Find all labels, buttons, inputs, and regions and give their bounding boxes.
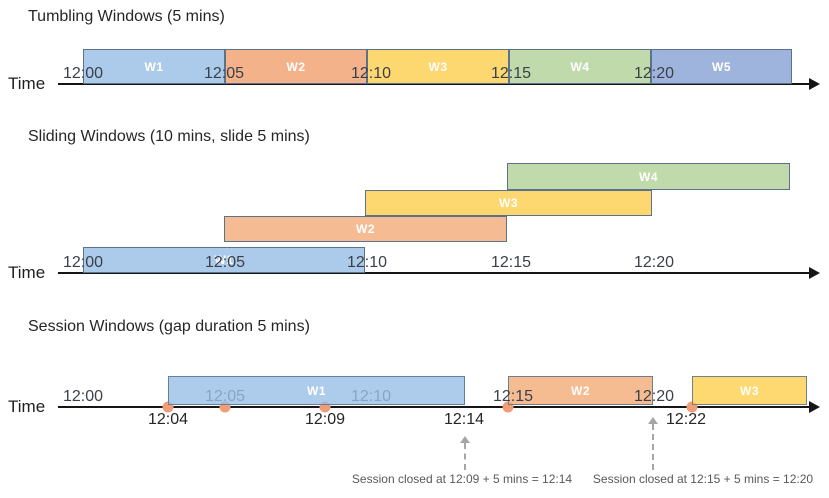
axis-tick-label: 12:20 <box>633 388 675 405</box>
time-axis-label: Time <box>8 397 46 416</box>
axis-tick-label: 12:05 <box>204 254 246 271</box>
axis-tick-label: 12:10 <box>350 388 392 405</box>
window-w3: W3 <box>365 190 652 216</box>
event-time-label: 12:14 <box>443 411 485 428</box>
window-w3: W3 <box>692 376 807 405</box>
diagram-title: Session Windows (gap duration 5 mins) <box>28 318 310 335</box>
event-dot <box>502 401 514 413</box>
time-axis <box>58 83 810 85</box>
window-label: W2 <box>356 222 375 236</box>
window-w4: W4 <box>507 163 790 190</box>
window-w3: W3 <box>367 49 509 84</box>
event-time-label: 12:09 <box>304 411 346 428</box>
callout-dashed-line <box>464 443 466 470</box>
time-axis <box>58 272 810 274</box>
event-time-label: 12:04 <box>147 411 189 428</box>
window-w1: W1 <box>168 376 465 405</box>
window-label: W5 <box>712 59 731 74</box>
event-dot <box>686 401 698 413</box>
axis-tick-label: 12:15 <box>492 388 534 405</box>
event-time-label: 12:22 <box>665 411 707 428</box>
window-w4: W4 <box>509 49 651 84</box>
window-w1: W1 <box>83 49 225 84</box>
session-closed-annotation: Session closed at 12:15 + 5 mins = 12:20 <box>592 472 814 486</box>
window-label: W4 <box>639 169 658 184</box>
axis-tick-label: 12:15 <box>490 254 532 271</box>
axis-tick-label: 12:10 <box>350 65 392 82</box>
callout-arrowhead-icon <box>648 417 658 424</box>
window-label: W1 <box>144 59 164 74</box>
time-axis-label: Time <box>8 74 46 93</box>
axis-tick-label: 12:20 <box>633 65 675 82</box>
time-axis-label: Time <box>8 263 46 282</box>
axis-arrowhead-icon <box>809 267 820 279</box>
axis-tick-label: 12:20 <box>633 254 675 271</box>
window-label: W3 <box>740 383 759 398</box>
axis-tick-label: 12:00 <box>62 65 104 82</box>
window-w5: W5 <box>651 49 792 84</box>
window-w2: W2 <box>224 216 507 242</box>
event-dot <box>219 401 231 413</box>
callout-dashed-line <box>652 424 654 470</box>
window-w1: W1 <box>83 247 365 273</box>
axis-tick-label: 12:15 <box>490 65 532 82</box>
axis-tick-label: 12:05 <box>204 388 246 405</box>
axis-tick-label: 12:00 <box>62 254 104 271</box>
callout-arrowhead-icon <box>460 436 470 443</box>
diagram-title: Tumbling Windows (5 mins) <box>28 8 225 25</box>
axis-arrowhead-icon <box>809 78 820 90</box>
window-label: W1 <box>307 383 326 398</box>
window-label: W4 <box>570 59 590 74</box>
window-label: W2 <box>571 383 590 398</box>
window-w2: W2 <box>225 49 367 84</box>
window-label: W3 <box>428 59 448 74</box>
axis-tick-label: 12:00 <box>62 388 104 405</box>
axis-tick-label: 12:10 <box>346 254 388 271</box>
diagram-title: Sliding Windows (10 mins, slide 5 mins) <box>28 128 310 145</box>
window-label: W3 <box>499 196 518 210</box>
window-label: W1 <box>214 253 234 267</box>
axis-arrowhead-icon <box>809 401 820 413</box>
window-label: W2 <box>286 59 306 74</box>
session-closed-annotation: Session closed at 12:09 + 5 mins = 12:14 <box>351 472 573 486</box>
axis-tick-label: 12:05 <box>203 65 245 82</box>
time-axis <box>58 406 810 408</box>
window-w2: W2 <box>508 376 653 405</box>
event-dot <box>162 401 174 413</box>
event-dot <box>319 401 331 413</box>
